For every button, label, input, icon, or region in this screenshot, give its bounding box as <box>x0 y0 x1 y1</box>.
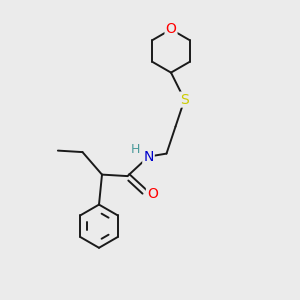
Text: O: O <box>147 187 158 201</box>
Text: H: H <box>130 142 140 156</box>
Text: N: N <box>143 150 154 164</box>
Text: O: O <box>166 22 176 36</box>
Text: S: S <box>180 93 189 106</box>
